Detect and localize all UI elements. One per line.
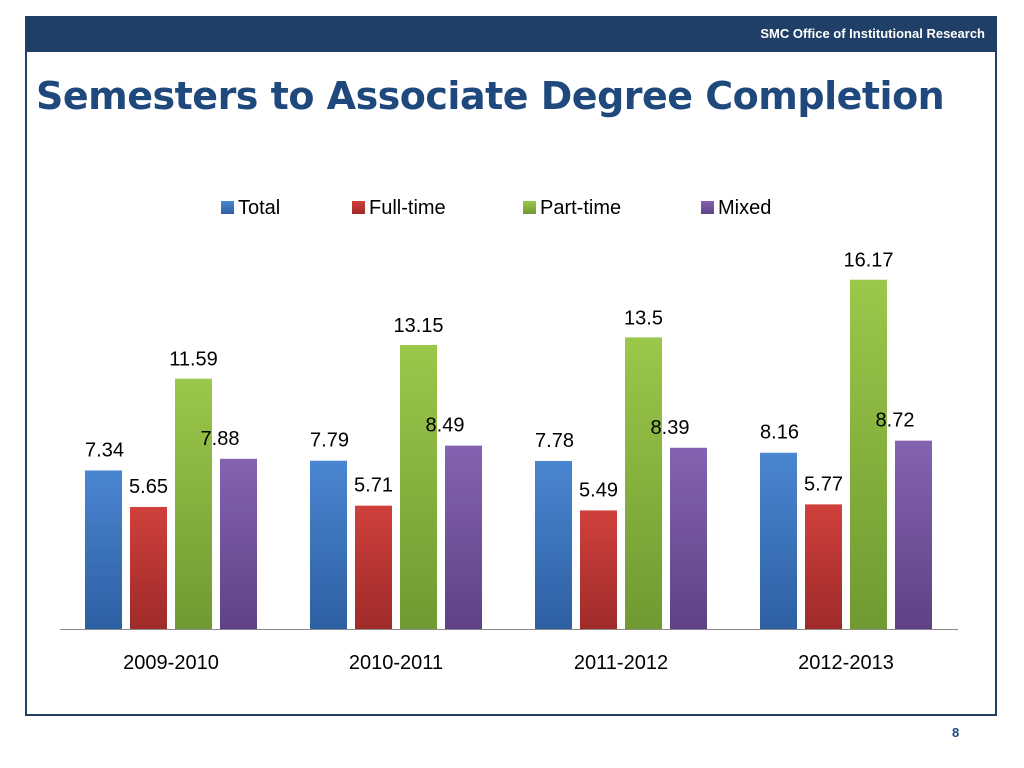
value-label-part-time-2010-2011: 13.15	[393, 315, 443, 337]
bar-mixed-2010-2011	[445, 445, 482, 629]
value-label-full-time-2010-2011: 5.71	[354, 475, 393, 497]
bar-mixed-2011-2012	[670, 447, 707, 629]
legend-swatch-total	[221, 201, 234, 214]
value-label-mixed-2011-2012: 8.39	[651, 417, 690, 439]
legend-label-total: Total	[238, 197, 280, 219]
bar-full-time-2009-2010	[130, 506, 167, 629]
bar-full-time-2010-2011	[355, 505, 392, 629]
chart-value-labels: 7.345.65 11.59 7.88 7.79 5.71 13.15 8.49 7.78 5.…	[85, 250, 914, 502]
legend-swatch-full-time	[352, 201, 365, 214]
header-bar: SMC Office of Institutional Research	[27, 18, 995, 52]
value-label-mixed-2009-2010: 7.88	[201, 428, 240, 450]
category-label-2012-2013: 2012-2013	[798, 652, 894, 674]
value-label-full-time-2012-2013: 5.77	[804, 473, 843, 495]
value-label-total-2012-2013: 8.16	[760, 422, 799, 444]
bar-full-time-2011-2012	[580, 510, 617, 629]
chart-category-labels: 2009-2010 2010-2011 2011-2012 2012-2013	[123, 652, 894, 674]
value-label-part-time-2011-2012: 13.5	[624, 307, 663, 329]
legend-label-full-time: Full-time	[369, 197, 446, 219]
bar-part-time-2012-2013	[850, 279, 887, 629]
bar-part-time-2011-2012	[625, 337, 662, 629]
org-label: SMC Office of Institutional Research	[760, 26, 985, 41]
value-label-part-time-2012-2013: 16.17	[843, 250, 893, 272]
category-label-2009-2010: 2009-2010	[123, 652, 219, 674]
value-label-full-time-2009-2010: 5.65	[129, 476, 168, 498]
chart-bars	[85, 279, 932, 629]
slide-title: Semesters to Associate Degree Completion	[36, 74, 945, 118]
value-label-mixed-2010-2011: 8.49	[426, 415, 465, 437]
bar-total-2012-2013	[760, 452, 797, 629]
bar-mixed-2009-2010	[220, 458, 257, 629]
value-label-total-2010-2011: 7.79	[310, 430, 349, 452]
page-number: 8	[952, 725, 960, 740]
bar-total-2009-2010	[85, 470, 122, 629]
value-label-part-time-2009-2010: 11.59	[169, 349, 218, 371]
value-label-total-2009-2010: 7.34	[85, 439, 124, 461]
bar-full-time-2012-2013	[805, 504, 842, 629]
bar-mixed-2012-2013	[895, 440, 932, 629]
legend-swatch-part-time	[523, 201, 536, 214]
legend-swatch-mixed	[701, 201, 714, 214]
legend-label-mixed: Mixed	[718, 197, 771, 219]
value-label-mixed-2012-2013: 8.72	[876, 410, 915, 432]
bar-total-2011-2012	[535, 460, 572, 629]
category-label-2011-2012: 2011-2012	[574, 652, 668, 674]
value-label-total-2011-2012: 7.78	[535, 430, 574, 452]
legend-label-part-time: Part-time	[540, 197, 621, 219]
bar-part-time-2009-2010	[175, 378, 212, 629]
value-label-full-time-2011-2012: 5.49	[579, 479, 618, 501]
category-label-2010-2011: 2010-2011	[349, 652, 443, 674]
bar-part-time-2010-2011	[400, 344, 437, 629]
chart-legend: Total Full-time Part-time Mixed	[221, 197, 771, 219]
bar-total-2010-2011	[310, 460, 347, 629]
